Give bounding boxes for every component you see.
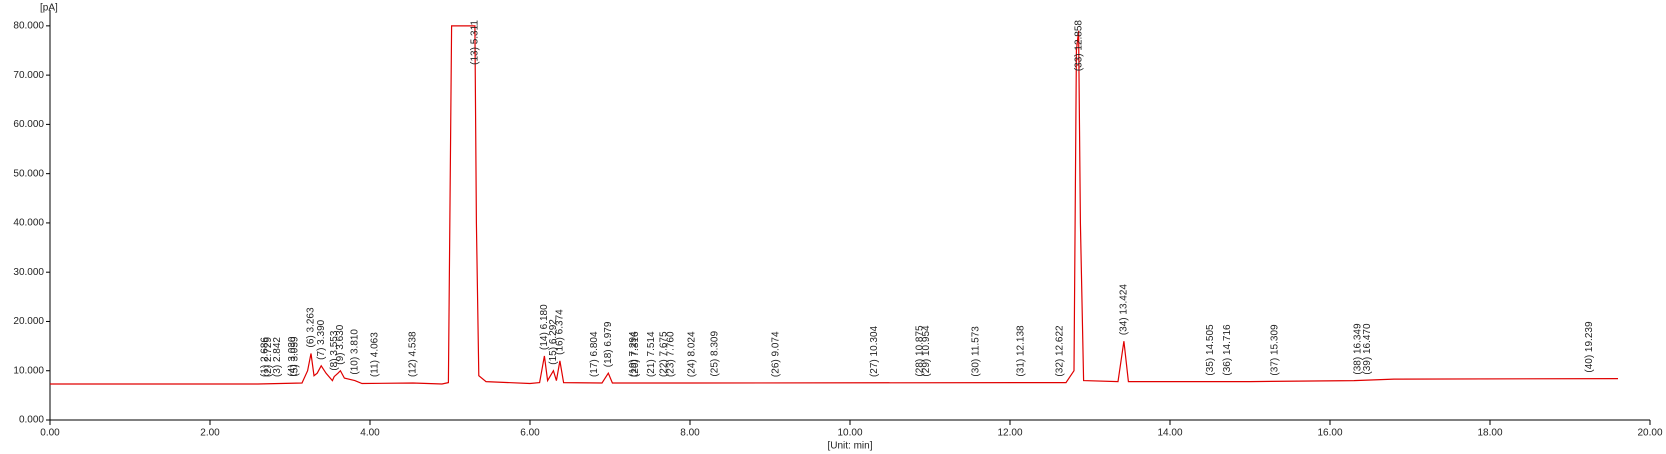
y-tick-label: 30.000 xyxy=(13,267,44,278)
x-tick-label: 6.00 xyxy=(520,428,540,439)
peak-label: (23) 7.760 xyxy=(665,331,676,377)
peak-label: (4) 3.030 xyxy=(287,336,298,376)
y-tick-label: 10.000 xyxy=(13,365,44,376)
y-tick-label: 40.000 xyxy=(13,218,44,229)
peak-label: (35) 14.505 xyxy=(1205,324,1216,376)
y-tick-label: 60.000 xyxy=(13,119,44,130)
peak-label: (26) 9.074 xyxy=(771,331,782,377)
peak-label: (16) 6.374 xyxy=(555,309,566,355)
peak-label: (28) 10.875 xyxy=(915,325,926,377)
peak-label: (2) 2.729 xyxy=(263,337,274,377)
peak-label: (32) 12.622 xyxy=(1054,325,1065,377)
peak-label: (27) 10.304 xyxy=(869,325,880,377)
x-axis-label: [Unit: min] xyxy=(827,441,872,452)
y-tick-label: 70.000 xyxy=(13,70,44,81)
peak-label: (10) 3.810 xyxy=(349,329,360,375)
peak-label: (14) 6.180 xyxy=(539,304,550,350)
x-tick-label: 4.00 xyxy=(360,428,380,439)
y-tick-label: 20.000 xyxy=(13,316,44,327)
peak-label: (12) 4.538 xyxy=(408,331,419,377)
peak-label: (21) 7.514 xyxy=(646,331,657,377)
peak-label: (33) 12.858 xyxy=(1073,20,1084,72)
peak-label: (6) 3.263 xyxy=(306,307,317,347)
peak-label: (29) 10.954 xyxy=(921,325,932,377)
peak-label: (13) 5.311 xyxy=(470,20,481,65)
peak-label: (37) 15.309 xyxy=(1269,324,1280,376)
trace xyxy=(50,25,1619,385)
peak-label: (40) 19.239 xyxy=(1584,321,1595,373)
x-tick-label: 16.00 xyxy=(1317,428,1342,439)
peak-label: (19) 7.294 xyxy=(628,331,639,377)
peak-label: (25) 8.309 xyxy=(709,331,720,377)
peak-label: (31) 12.138 xyxy=(1016,325,1027,377)
peak-label: (30) 11.573 xyxy=(970,326,981,377)
peak-label: (38) 16.349 xyxy=(1353,323,1364,375)
peak-label: (3) 2.842 xyxy=(272,337,283,377)
peak-label: (20) 7.316 xyxy=(630,331,641,377)
peak-label: (7) 3.390 xyxy=(316,319,327,359)
peak-label: (34) 13.424 xyxy=(1119,284,1130,336)
y-tick-label: 50.000 xyxy=(13,168,44,179)
x-tick-label: 2.00 xyxy=(200,428,220,439)
peak-label: (11) 4.063 xyxy=(370,332,381,377)
y-axis-label: [pA] xyxy=(40,3,58,14)
x-tick-label: 10.00 xyxy=(837,428,862,439)
x-tick-label: 12.00 xyxy=(997,428,1022,439)
x-tick-label: 18.00 xyxy=(1477,428,1502,439)
y-tick-label: 80.000 xyxy=(13,20,44,31)
peak-label: (5) 3.059 xyxy=(289,336,300,376)
peak-label: (17) 6.804 xyxy=(589,331,600,377)
peak-label: (24) 8.024 xyxy=(687,331,698,377)
x-tick-label: 0.00 xyxy=(40,428,60,439)
peak-label: (1) 2.686 xyxy=(260,337,271,377)
x-tick-label: 20.00 xyxy=(1637,428,1662,439)
peak-label: (36) 14.716 xyxy=(1222,324,1233,376)
peak-label: (39) 16.470 xyxy=(1362,323,1373,375)
y-tick-label: 0.000 xyxy=(19,415,44,426)
peak-label: (8) 3.553 xyxy=(329,330,340,370)
x-tick-label: 14.00 xyxy=(1157,428,1182,439)
x-tick-label: 8.00 xyxy=(680,428,700,439)
peak-label: (18) 6.979 xyxy=(603,321,614,367)
peak-label: (9) 3.630 xyxy=(335,324,346,364)
peak-label: (22) 7.675 xyxy=(659,331,670,377)
peak-label: (15) 6.292 xyxy=(548,319,559,365)
